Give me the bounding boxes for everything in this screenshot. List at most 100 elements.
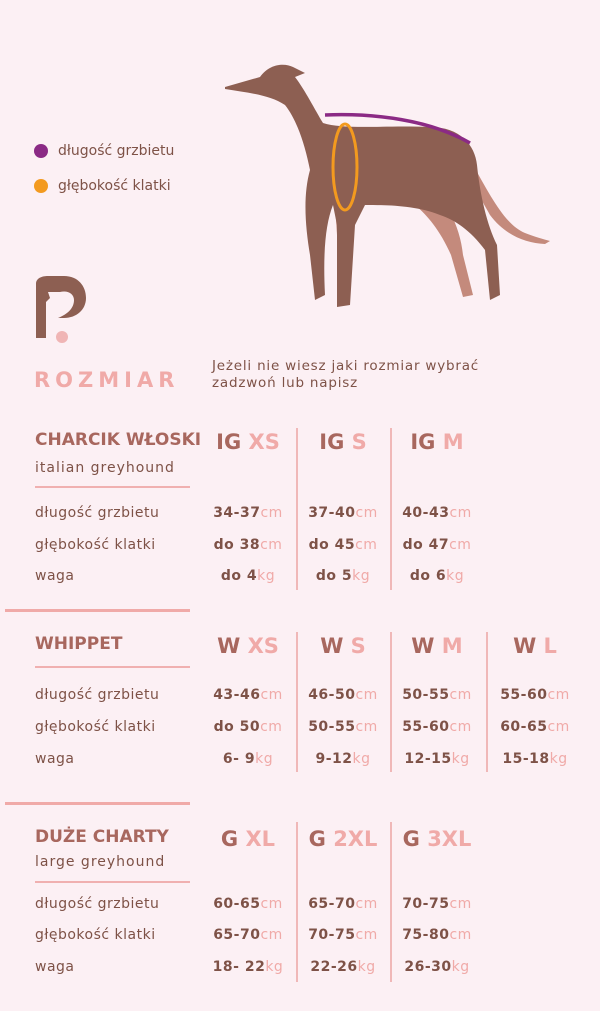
value: 37-40 [308, 505, 356, 521]
legend-chest-depth: głębokość klatki [34, 178, 171, 194]
legend-back-length: długość grzbietu [34, 143, 174, 159]
size-value: 70-75cm [402, 896, 472, 912]
breed-underline [35, 881, 190, 883]
value: 65-70 [213, 927, 261, 943]
size-header: G 2XL [309, 827, 378, 851]
value: do 50 [213, 719, 261, 735]
row-label: głębokość klatki [35, 537, 156, 553]
row-label: waga [35, 751, 75, 767]
value: 60-65 [500, 719, 548, 735]
value: 55-60 [500, 687, 548, 703]
legend-label: głębokość klatki [58, 178, 171, 194]
row-label: długość grzbietu [35, 505, 160, 521]
breed-underline [35, 486, 190, 488]
value: do 5 [315, 568, 353, 584]
size-value: 60-65cm [500, 719, 570, 735]
unit: kg [257, 568, 276, 584]
unit: cm [260, 505, 283, 521]
dog-body [225, 64, 500, 307]
unit: kg [352, 751, 371, 767]
size-code: XS [247, 634, 279, 658]
row-label: długość grzbietu [35, 896, 160, 912]
row-label: waga [35, 959, 75, 975]
size-value: 22-26kg [310, 959, 375, 975]
size-value: 26-30kg [404, 959, 469, 975]
section-divider [5, 609, 190, 612]
intro-line: zadzwoń lub napisz [212, 375, 358, 391]
value: 22-26 [310, 959, 358, 975]
page-title: ROZMIAR [34, 368, 180, 392]
size-code: XS [248, 430, 280, 454]
value: 75-80 [402, 927, 450, 943]
value: 65-70 [308, 896, 356, 912]
size-prefix: W [217, 634, 241, 658]
value: 46-50 [308, 687, 356, 703]
unit: kg [255, 751, 274, 767]
size-value: 55-60cm [402, 719, 472, 735]
unit: kg [446, 568, 465, 584]
unit: cm [355, 896, 378, 912]
size-prefix: IG [319, 430, 345, 454]
value: do 38 [213, 537, 261, 553]
greyhound-p-logo [36, 276, 86, 343]
size-value: do 5kg [316, 568, 370, 584]
size-prefix: G [308, 827, 326, 851]
value: 43-46 [213, 687, 261, 703]
unit: kg [265, 959, 284, 975]
value: 12-15 [404, 751, 452, 767]
value: do 4 [220, 568, 258, 584]
breed-underline [35, 666, 190, 668]
row-label: głębokość klatki [35, 719, 156, 735]
value: 60-65 [213, 896, 261, 912]
unit: cm [547, 687, 570, 703]
size-header: IG M [410, 430, 463, 454]
unit: cm [355, 927, 378, 943]
size-header: G 3XL [403, 827, 472, 851]
value: 50-55 [308, 719, 356, 735]
unit: cm [449, 537, 472, 553]
purple-dot-icon [34, 144, 48, 158]
size-prefix: W [411, 634, 435, 658]
value: do 47 [402, 537, 450, 553]
size-value: 12-15kg [404, 751, 469, 767]
unit: cm [260, 537, 283, 553]
size-code: M [441, 634, 463, 658]
row-label: długość grzbietu [35, 687, 160, 703]
unit: cm [355, 505, 378, 521]
breed-name: CHARCIK WŁOSKI [35, 430, 202, 450]
row-label: głębokość klatki [35, 927, 156, 943]
size-value: 34-37cm [213, 505, 283, 521]
size-value: 50-55cm [308, 719, 378, 735]
size-code: XL [245, 827, 276, 851]
value: 70-75 [308, 927, 356, 943]
size-prefix: IG [216, 430, 242, 454]
unit: cm [260, 927, 283, 943]
size-value: 50-55cm [402, 687, 472, 703]
size-header: W L [513, 634, 557, 658]
value: do 45 [308, 537, 356, 553]
unit: cm [355, 719, 378, 735]
column-divider [390, 632, 392, 772]
intro-line: Jeżeli nie wiesz jaki rozmiar wybrać [212, 358, 480, 374]
size-header: IG XS [216, 430, 280, 454]
unit: kg [357, 959, 376, 975]
size-value: 9-12kg [315, 751, 370, 767]
unit: cm [449, 927, 472, 943]
size-value: do 4kg [221, 568, 275, 584]
size-value: do 47cm [403, 537, 472, 553]
value: 26-30 [404, 959, 452, 975]
value: 50-55 [402, 687, 450, 703]
size-code: M [442, 430, 464, 454]
column-divider [486, 632, 488, 772]
size-value: do 6kg [410, 568, 464, 584]
breed-name: DUŻE CHARTY [35, 827, 169, 847]
size-value: 43-46cm [213, 687, 283, 703]
chest-depth-ring [331, 122, 359, 212]
breed-subtitle: large greyhound [35, 854, 166, 870]
size-prefix: W [513, 634, 537, 658]
value: 55-60 [402, 719, 450, 735]
unit: cm [449, 896, 472, 912]
column-divider [296, 822, 298, 982]
size-header: W S [320, 634, 366, 658]
unit: cm [449, 687, 472, 703]
